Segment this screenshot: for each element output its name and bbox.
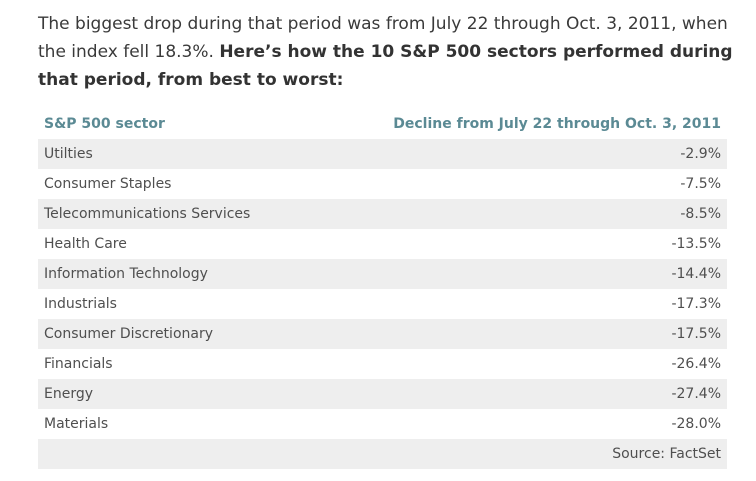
table-row: Energy -27.4% bbox=[38, 379, 727, 409]
sector-decline: -26.4% bbox=[307, 349, 727, 379]
sector-name: Materials bbox=[38, 409, 308, 439]
table-row: Consumer Discretionary -17.5% bbox=[38, 319, 727, 349]
sector-name: Utilties bbox=[38, 139, 308, 169]
intro-text: The biggest drop during that period was … bbox=[38, 14, 728, 62]
table-row: Health Care -13.5% bbox=[38, 229, 727, 259]
table-row: Financials -26.4% bbox=[38, 349, 727, 379]
sector-decline: -17.3% bbox=[307, 289, 727, 319]
table-row: Materials -28.0% bbox=[38, 409, 727, 439]
sector-decline: -27.4% bbox=[307, 379, 727, 409]
table-row: Industrials -17.3% bbox=[38, 289, 727, 319]
sector-name: Information Technology bbox=[38, 259, 308, 289]
table-header-row: S&P 500 sector Decline from July 22 thro… bbox=[38, 109, 727, 139]
intro-bold-text: Here’s how the 10 S&P 500 sectors perfor… bbox=[38, 42, 733, 90]
sector-name: Energy bbox=[38, 379, 308, 409]
header-sector: S&P 500 sector bbox=[38, 109, 308, 139]
sector-performance-table: S&P 500 sector Decline from July 22 thro… bbox=[38, 109, 727, 469]
sector-decline: -14.4% bbox=[307, 259, 727, 289]
header-decline: Decline from July 22 through Oct. 3, 201… bbox=[307, 109, 727, 139]
table-row: Telecommunications Services -8.5% bbox=[38, 199, 727, 229]
sector-name: Financials bbox=[38, 349, 308, 379]
sector-decline: -13.5% bbox=[307, 229, 727, 259]
sector-decline: -2.9% bbox=[307, 139, 727, 169]
sector-name: Health Care bbox=[38, 229, 308, 259]
table-row: Utilties -2.9% bbox=[38, 139, 727, 169]
sector-name: Industrials bbox=[38, 289, 308, 319]
sector-decline: -17.5% bbox=[307, 319, 727, 349]
sector-decline: -28.0% bbox=[307, 409, 727, 439]
table-row: Information Technology -14.4% bbox=[38, 259, 727, 289]
sector-name: Telecommunications Services bbox=[38, 199, 308, 229]
sector-name: Consumer Staples bbox=[38, 169, 308, 199]
sector-decline: -7.5% bbox=[307, 169, 727, 199]
source-credit: Source: FactSet bbox=[38, 439, 727, 469]
table-row: Consumer Staples -7.5% bbox=[38, 169, 727, 199]
intro-paragraph: The biggest drop during that period was … bbox=[38, 10, 738, 94]
source-row: Source: FactSet bbox=[38, 439, 727, 469]
sector-name: Consumer Discretionary bbox=[38, 319, 308, 349]
sector-decline: -8.5% bbox=[307, 199, 727, 229]
